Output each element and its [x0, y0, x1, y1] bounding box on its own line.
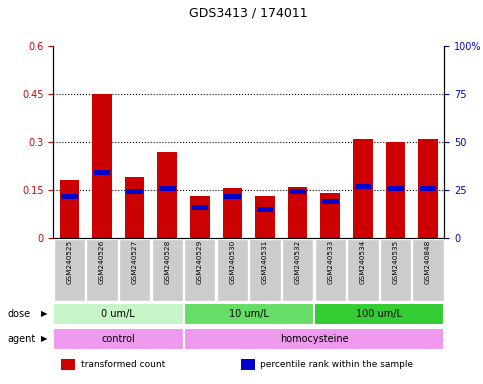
Bar: [60, 180, 79, 238]
Text: ▶: ▶: [41, 310, 47, 318]
Bar: [387, 186, 404, 191]
FancyBboxPatch shape: [152, 239, 183, 301]
Bar: [127, 189, 143, 194]
Text: 100 um/L: 100 um/L: [356, 309, 402, 319]
Bar: [92, 94, 112, 238]
Text: GSM240530: GSM240530: [229, 240, 235, 284]
Bar: [157, 152, 177, 238]
FancyBboxPatch shape: [380, 239, 411, 301]
Text: transformed count: transformed count: [81, 360, 165, 369]
Text: GSM240526: GSM240526: [99, 240, 105, 284]
FancyBboxPatch shape: [282, 239, 313, 301]
Bar: [322, 199, 339, 204]
Bar: [224, 194, 241, 199]
Bar: [223, 189, 242, 238]
FancyBboxPatch shape: [347, 239, 379, 301]
FancyBboxPatch shape: [249, 239, 281, 301]
Text: GSM240531: GSM240531: [262, 240, 268, 284]
Text: GSM240535: GSM240535: [393, 240, 398, 284]
Bar: [125, 177, 144, 238]
Bar: [61, 359, 75, 370]
Text: homocysteine: homocysteine: [280, 334, 348, 344]
Text: 0 um/L: 0 um/L: [101, 309, 135, 319]
Text: GSM240532: GSM240532: [295, 240, 300, 284]
FancyBboxPatch shape: [314, 303, 444, 325]
FancyBboxPatch shape: [53, 328, 184, 350]
Bar: [241, 359, 255, 370]
Bar: [353, 139, 373, 238]
Text: GSM240848: GSM240848: [425, 240, 431, 284]
Bar: [257, 207, 273, 212]
Bar: [288, 187, 307, 238]
Bar: [355, 184, 371, 189]
FancyBboxPatch shape: [184, 328, 444, 350]
Text: 10 um/L: 10 um/L: [229, 309, 269, 319]
Text: GSM240528: GSM240528: [164, 240, 170, 284]
Bar: [192, 205, 208, 210]
Text: percentile rank within the sample: percentile rank within the sample: [260, 360, 413, 369]
Text: agent: agent: [7, 334, 35, 344]
Bar: [385, 142, 405, 238]
Text: GSM240527: GSM240527: [132, 240, 138, 284]
Text: dose: dose: [7, 309, 30, 319]
Bar: [418, 139, 438, 238]
FancyBboxPatch shape: [217, 239, 248, 301]
Bar: [289, 189, 306, 194]
Bar: [159, 186, 175, 191]
FancyBboxPatch shape: [53, 303, 184, 325]
Text: GSM240529: GSM240529: [197, 240, 203, 284]
Bar: [94, 170, 110, 175]
FancyBboxPatch shape: [54, 239, 85, 301]
Text: ▶: ▶: [41, 334, 47, 343]
FancyBboxPatch shape: [119, 239, 150, 301]
FancyBboxPatch shape: [412, 239, 444, 301]
Text: GSM240533: GSM240533: [327, 240, 333, 284]
Text: GDS3413 / 174011: GDS3413 / 174011: [189, 6, 308, 19]
Text: GSM240525: GSM240525: [67, 240, 72, 284]
Bar: [420, 186, 436, 191]
Bar: [190, 197, 210, 238]
Bar: [61, 194, 78, 199]
FancyBboxPatch shape: [86, 239, 118, 301]
Bar: [256, 197, 275, 238]
FancyBboxPatch shape: [314, 239, 346, 301]
Text: control: control: [101, 334, 135, 344]
Bar: [321, 193, 340, 238]
FancyBboxPatch shape: [184, 239, 215, 301]
FancyBboxPatch shape: [184, 303, 314, 325]
Text: GSM240534: GSM240534: [360, 240, 366, 284]
